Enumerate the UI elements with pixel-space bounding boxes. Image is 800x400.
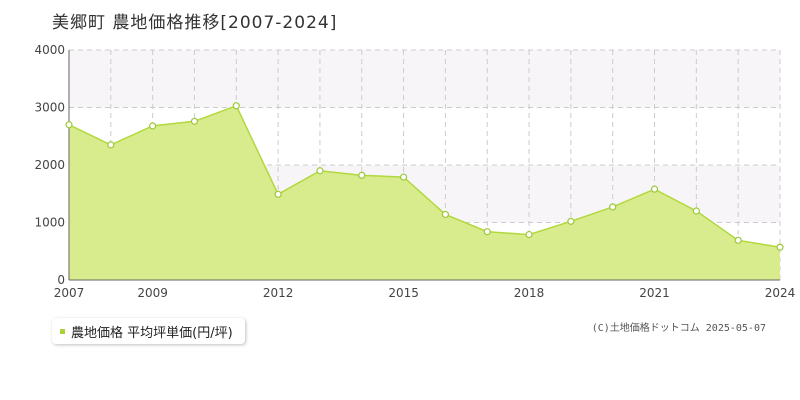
data-point (525, 230, 533, 239)
tick-labels: 0 1000 2000 3000 4000 2007 2009 2012 2015 2018 202… (34, 43, 795, 300)
legend-label: 農地価格 平均坪単価(円/坪) (71, 325, 233, 341)
copyright-credit: (C)土地価格ドットコム 2025-05-07 (591, 323, 766, 334)
y-tick-label: 3000 (34, 101, 65, 115)
x-tick-label: 2012 (263, 286, 294, 300)
legend: 農地価格 平均坪単価(円/坪) (52, 318, 245, 344)
plot-band (69, 50, 780, 108)
data-point (190, 117, 199, 125)
x-tick-label: 2015 (388, 286, 419, 300)
data-point (149, 122, 157, 130)
data-point (567, 217, 575, 225)
data-point (274, 190, 282, 198)
data-point (692, 207, 700, 215)
data-point (609, 203, 617, 211)
data-point (399, 173, 408, 181)
x-tick-label: 2021 (639, 286, 670, 300)
data-point (232, 102, 240, 110)
data-point (441, 210, 450, 219)
x-tick-label: 2009 (137, 286, 168, 300)
data-points (65, 102, 784, 251)
data-point (316, 167, 324, 175)
x-tick-label: 2007 (54, 286, 85, 300)
axes (68, 50, 780, 281)
area-fill (69, 105, 780, 281)
data-point (776, 243, 784, 251)
y-tick-label: 4000 (34, 43, 65, 57)
y-tick-label: 0 (57, 273, 65, 287)
y-tick-label: 2000 (34, 158, 65, 172)
data-point (107, 141, 115, 149)
y-tick-label: 1000 (34, 216, 65, 230)
x-tick-label: 2024 (765, 286, 796, 300)
x-tick-label: 2018 (514, 286, 545, 300)
series-line (68, 104, 781, 248)
data-point (358, 171, 366, 179)
data-point (650, 185, 659, 193)
data-point (734, 236, 742, 244)
data-point (65, 121, 73, 129)
chart-plot: 0 1000 2000 3000 4000 2007 2009 2012 2015 2018 202… (34, 43, 795, 300)
chart-title: 美郷町 農地価格推移[2007-2024] (52, 13, 338, 33)
data-point (483, 228, 491, 236)
legend-swatch (60, 328, 65, 334)
